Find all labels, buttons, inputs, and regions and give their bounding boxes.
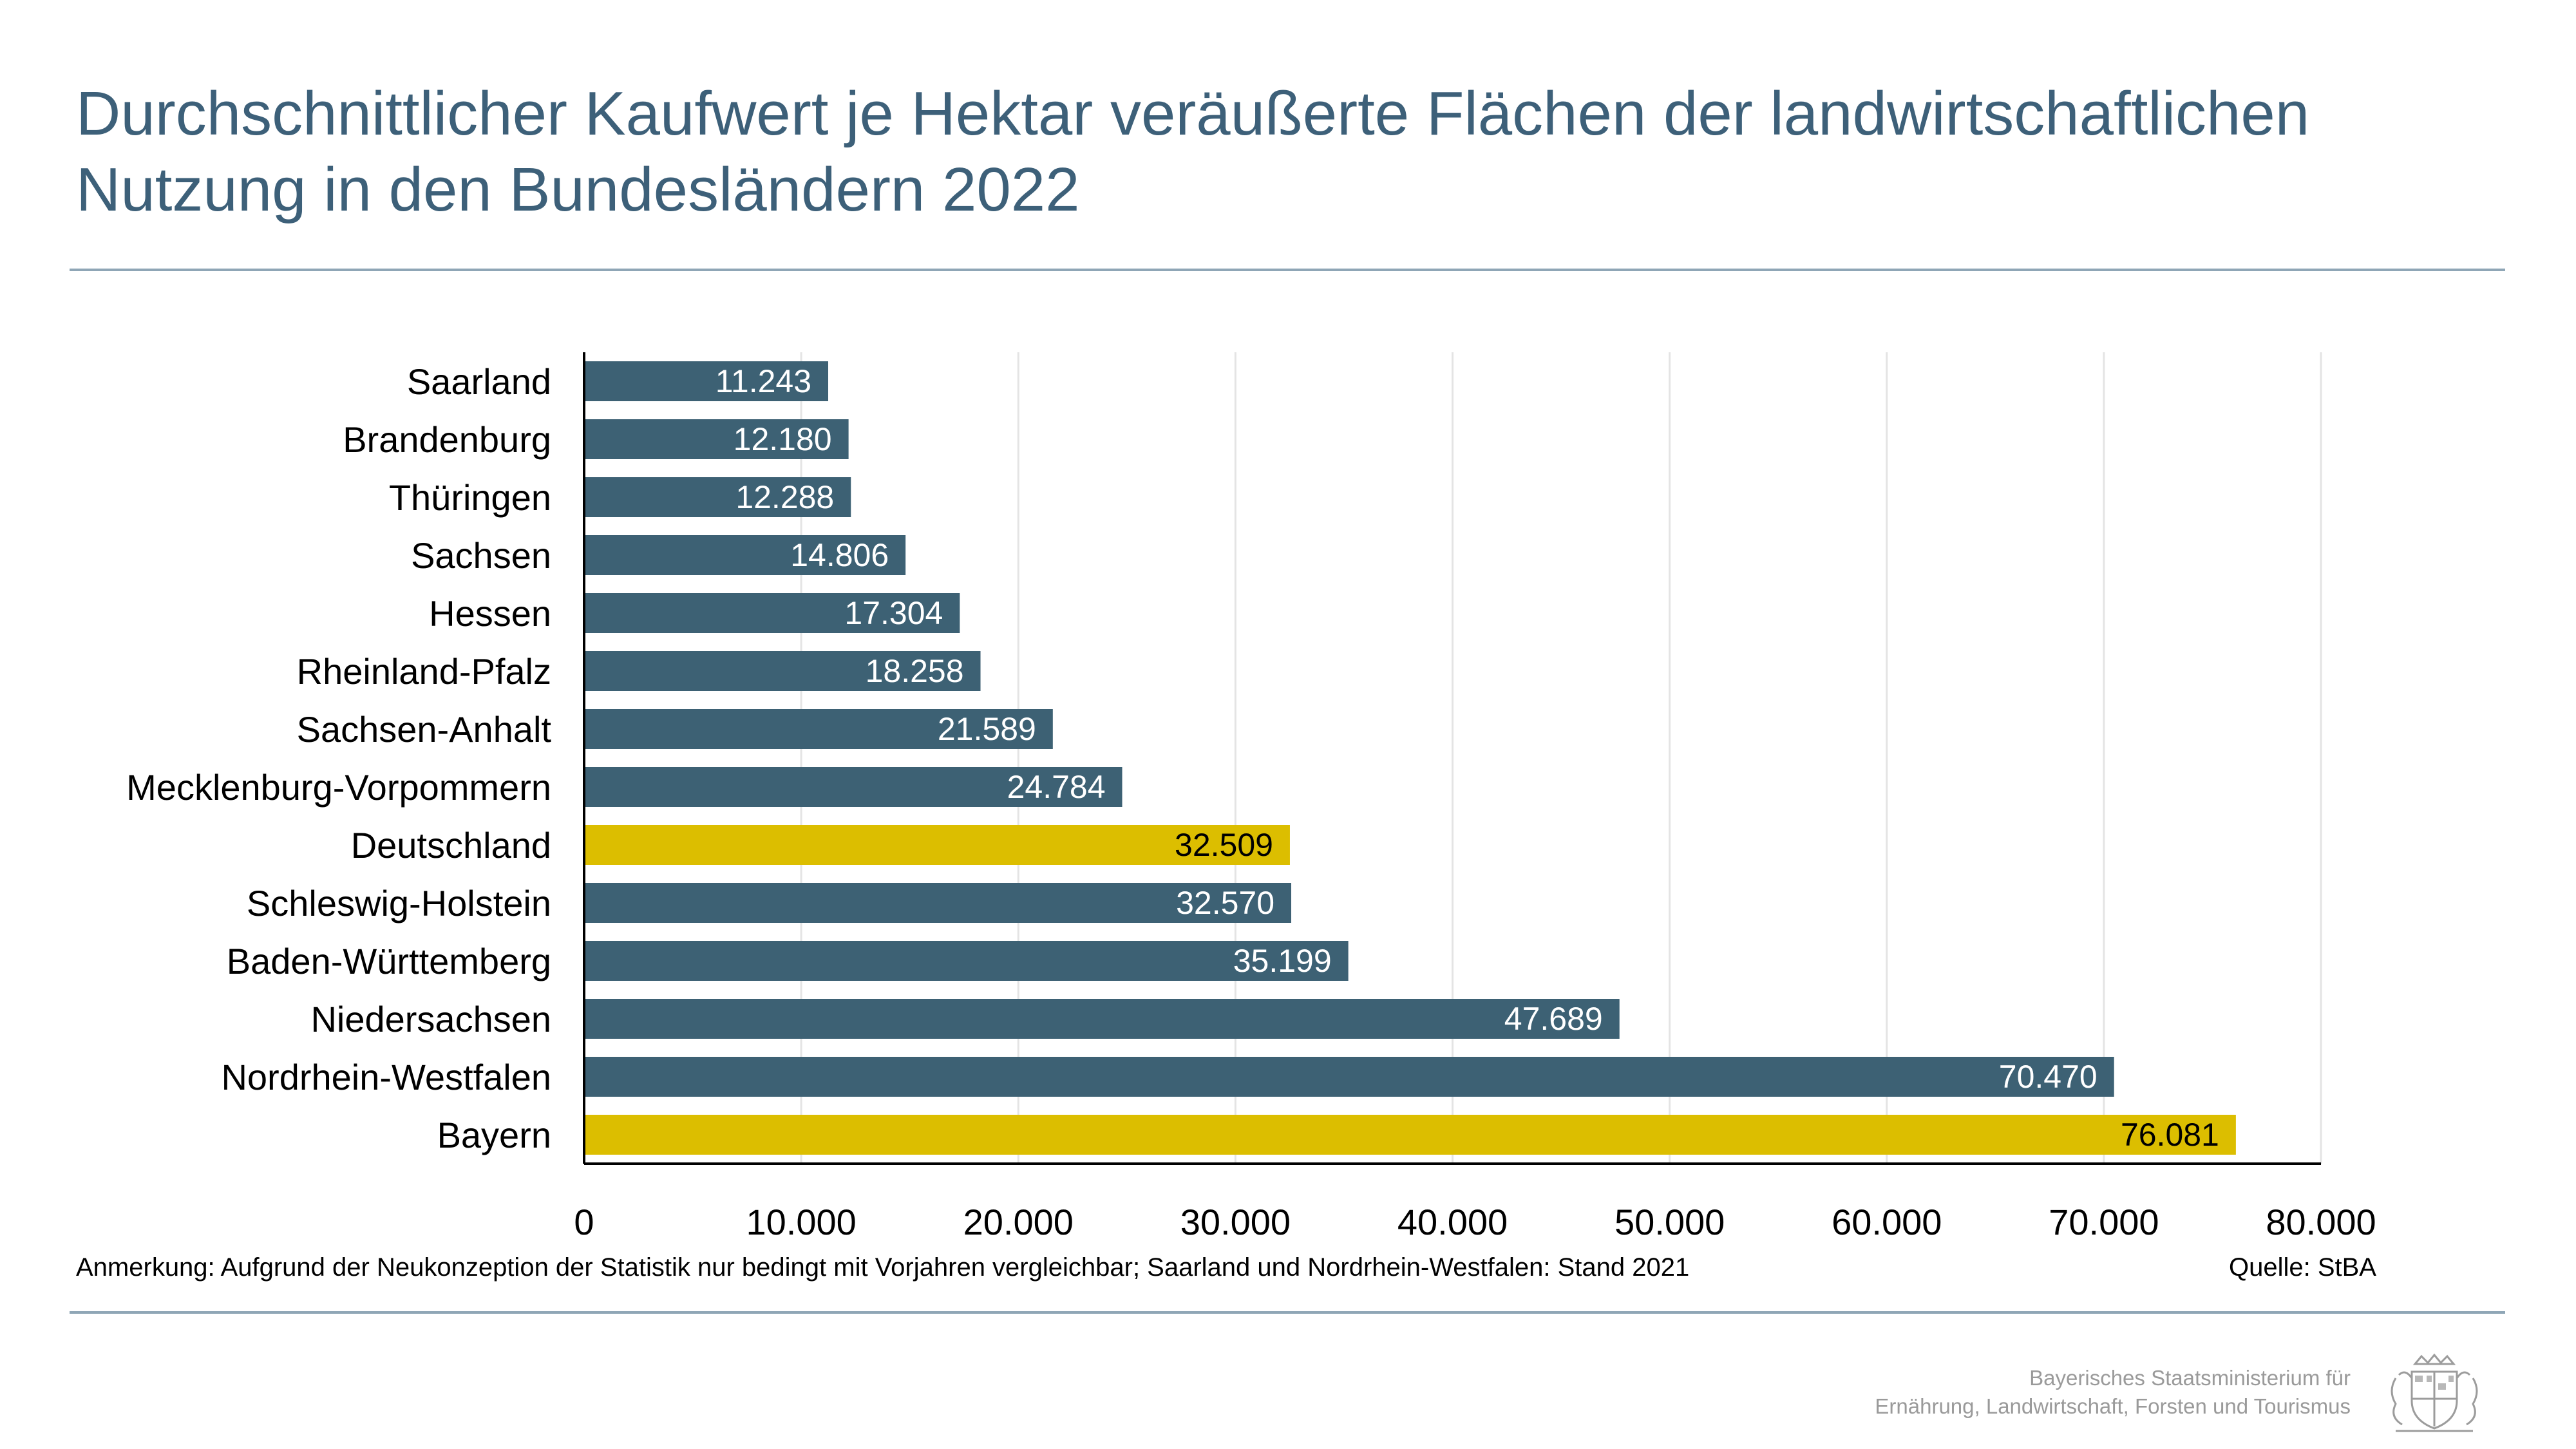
bar-value-label: 24.784 xyxy=(1007,769,1106,805)
title-divider xyxy=(70,269,2505,271)
bar-value-label: 32.570 xyxy=(1176,885,1274,921)
bar-sachsen-anhalt xyxy=(584,709,1053,749)
ministry-name-line-2: Ernährung, Landwirtschaft, Forsten und T… xyxy=(1875,1394,2351,1418)
bar-value-label: 17.304 xyxy=(844,595,943,631)
bar-bayern xyxy=(584,1115,2236,1155)
bar-baden-württemberg xyxy=(584,941,1349,981)
bar-rheinland-pfalz xyxy=(584,651,981,691)
bar-value-label: 12.288 xyxy=(735,479,834,515)
category-label: Schleswig-Holstein xyxy=(247,883,551,923)
axes xyxy=(583,352,2321,1165)
x-tick-label: 40.000 xyxy=(1397,1202,1508,1242)
category-label: Sachsen xyxy=(411,535,551,576)
bar-schleswig-holstein xyxy=(584,883,1292,923)
bar-value-label: 12.180 xyxy=(734,421,832,457)
ministry-name-line-1: Bayerisches Staatsministerium für xyxy=(2029,1366,2351,1390)
category-label: Niedersachsen xyxy=(310,999,551,1039)
chart-title-line-1: Durchschnittlicher Kaufwert je Hektar ve… xyxy=(76,79,2310,148)
ministry-name: Bayerisches Staatsministerium für Ernähr… xyxy=(1739,1364,2351,1421)
x-tick-label: 30.000 xyxy=(1180,1202,1291,1242)
bavarian-coat-of-arms-logo xyxy=(2391,1353,2478,1432)
bar-thüringen xyxy=(584,477,851,517)
bars xyxy=(584,361,2236,1155)
category-label: Baden-Württemberg xyxy=(227,941,551,981)
labels: 0 10.000 20.000 30.000 40.000 50.000 60.000 70.… xyxy=(126,361,2376,1242)
bar-mecklenburg-vorpommern xyxy=(584,767,1122,807)
x-tick-label: 70.000 xyxy=(2049,1202,2159,1242)
category-label: Bayern xyxy=(437,1115,551,1155)
bar-value-label: 32.509 xyxy=(1175,827,1273,863)
bar-value-label: 35.199 xyxy=(1233,943,1332,979)
chart-source: Quelle: StBA xyxy=(2228,1253,2376,1282)
bar-value-label: 70.470 xyxy=(1999,1059,2098,1095)
x-tick-label: 80.000 xyxy=(2266,1202,2376,1242)
category-label: Deutschland xyxy=(351,825,551,866)
chart-title-line-2: Nutzung in den Bundesländern 2022 xyxy=(76,155,1080,224)
bar-value-label: 11.243 xyxy=(715,363,811,399)
x-tick-label: 20.000 xyxy=(963,1202,1074,1242)
chart-title: Durchschnittlicher Kaufwert je Hektar ve… xyxy=(76,76,2459,228)
bar-hessen xyxy=(584,593,960,633)
bar-value-label: 21.589 xyxy=(938,711,1036,747)
grid-lines xyxy=(800,352,2322,1164)
x-tick-label: 60.000 xyxy=(1832,1202,1942,1242)
category-label: Saarland xyxy=(407,361,551,402)
category-label: Hessen xyxy=(429,593,551,634)
category-label: Sachsen-Anhalt xyxy=(297,709,552,750)
category-label: Brandenburg xyxy=(343,419,551,460)
bar-niedersachsen xyxy=(584,999,1620,1039)
x-tick-label: 50.000 xyxy=(1615,1202,1725,1242)
bar-saarland xyxy=(584,361,829,401)
category-label: Mecklenburg-Vorpommern xyxy=(126,767,551,808)
bar-deutschland xyxy=(584,825,1290,865)
category-label: Rheinland-Pfalz xyxy=(297,651,551,692)
footer-divider xyxy=(70,1311,2505,1314)
category-label: Thüringen xyxy=(389,477,551,518)
category-label: Nordrhein-Westfalen xyxy=(221,1057,551,1097)
chart-note: Anmerkung: Aufgrund der Neukonzeption de… xyxy=(76,1253,1690,1282)
bar-sachsen xyxy=(584,535,906,575)
bar-brandenburg xyxy=(584,419,849,459)
bar-value-label: 18.258 xyxy=(866,653,964,689)
bar-nordrhein-westfalen xyxy=(584,1057,2114,1097)
bar-value-label: 76.081 xyxy=(2121,1117,2219,1153)
x-tick-label: 10.000 xyxy=(746,1202,856,1242)
bar-value-label: 14.806 xyxy=(790,537,889,573)
bar-value-label: 47.689 xyxy=(1504,1001,1603,1037)
x-tick-label: 0 xyxy=(574,1202,594,1242)
